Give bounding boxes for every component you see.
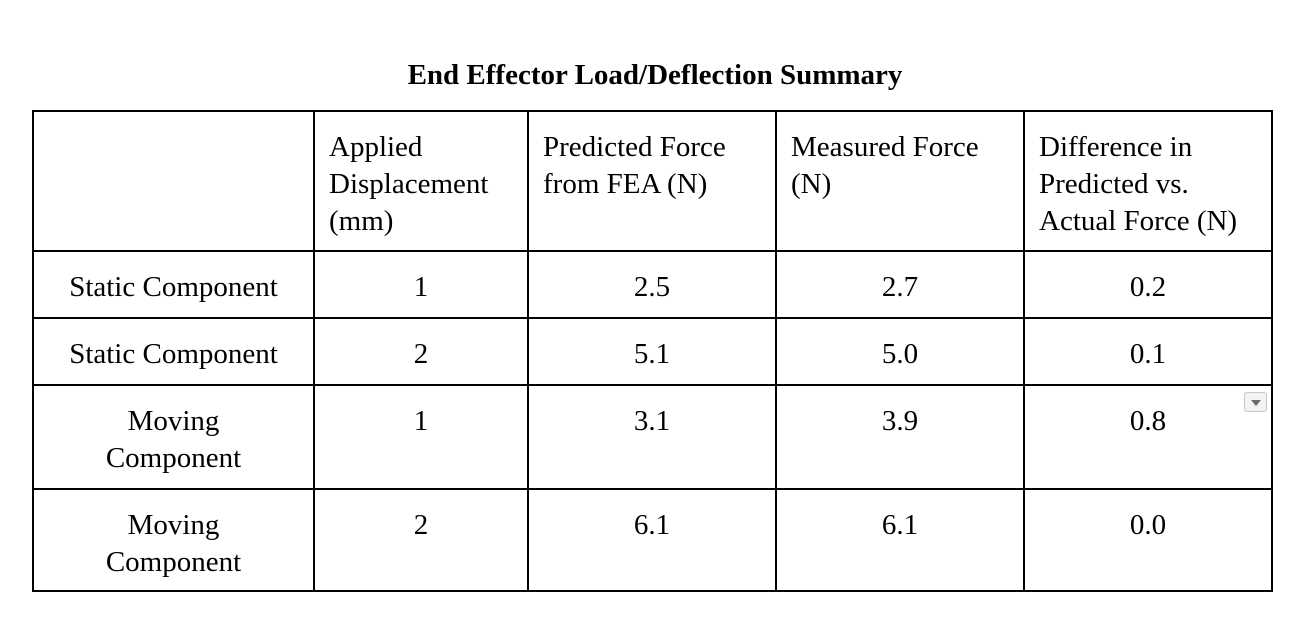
- measured-force-cell[interactable]: 5.0: [775, 317, 1025, 386]
- summary-table: Applied Displacement (mm) Predicted Forc…: [32, 110, 1273, 592]
- measured-force-cell[interactable]: 2.7: [775, 250, 1025, 319]
- predicted-force-cell[interactable]: 2.5: [527, 250, 777, 319]
- header-predicted-force[interactable]: Predicted Force from FEA (N): [527, 110, 777, 252]
- difference-cell[interactable]: 0.8: [1023, 384, 1273, 490]
- chevron-down-icon[interactable]: [1244, 392, 1267, 412]
- row-label[interactable]: Moving Component: [32, 384, 315, 490]
- difference-value: 0.8: [1129, 405, 1167, 437]
- applied-displacement-cell[interactable]: 1: [313, 384, 529, 490]
- table-header-row: Applied Displacement (mm) Predicted Forc…: [32, 110, 1273, 252]
- table-row: Static Component 1 2.5 2.7 0.2: [32, 250, 1273, 319]
- header-applied-displacement[interactable]: Applied Displacement (mm): [313, 110, 529, 252]
- header-cell-empty[interactable]: [32, 110, 315, 252]
- predicted-force-cell[interactable]: 5.1: [527, 317, 777, 386]
- predicted-force-cell[interactable]: 6.1: [527, 488, 777, 592]
- row-label[interactable]: Static Component: [32, 250, 315, 319]
- page-title: End Effector Load/Deflection Summary: [407, 59, 903, 91]
- header-measured-force[interactable]: Measured Force (N): [775, 110, 1025, 252]
- measured-force-cell[interactable]: 6.1: [775, 488, 1025, 592]
- row-label[interactable]: Static Component: [32, 317, 315, 386]
- applied-displacement-cell[interactable]: 2: [313, 488, 529, 592]
- row-label[interactable]: Moving Component: [32, 488, 315, 592]
- difference-cell[interactable]: 0.2: [1023, 250, 1273, 319]
- measured-force-cell[interactable]: 3.9: [775, 384, 1025, 490]
- difference-cell[interactable]: 0.1: [1023, 317, 1273, 386]
- table-row: Moving Component 2 6.1 6.1 0.0: [32, 488, 1273, 592]
- header-difference[interactable]: Difference in Predicted vs. Actual Force…: [1023, 110, 1273, 252]
- applied-displacement-cell[interactable]: 1: [313, 250, 529, 319]
- difference-cell[interactable]: 0.0: [1023, 488, 1273, 592]
- predicted-force-cell[interactable]: 3.1: [527, 384, 777, 490]
- table-row: Static Component 2 5.1 5.0 0.1: [32, 317, 1273, 386]
- table-row: Moving Component 1 3.1 3.9 0.8: [32, 384, 1273, 490]
- applied-displacement-cell[interactable]: 2: [313, 317, 529, 386]
